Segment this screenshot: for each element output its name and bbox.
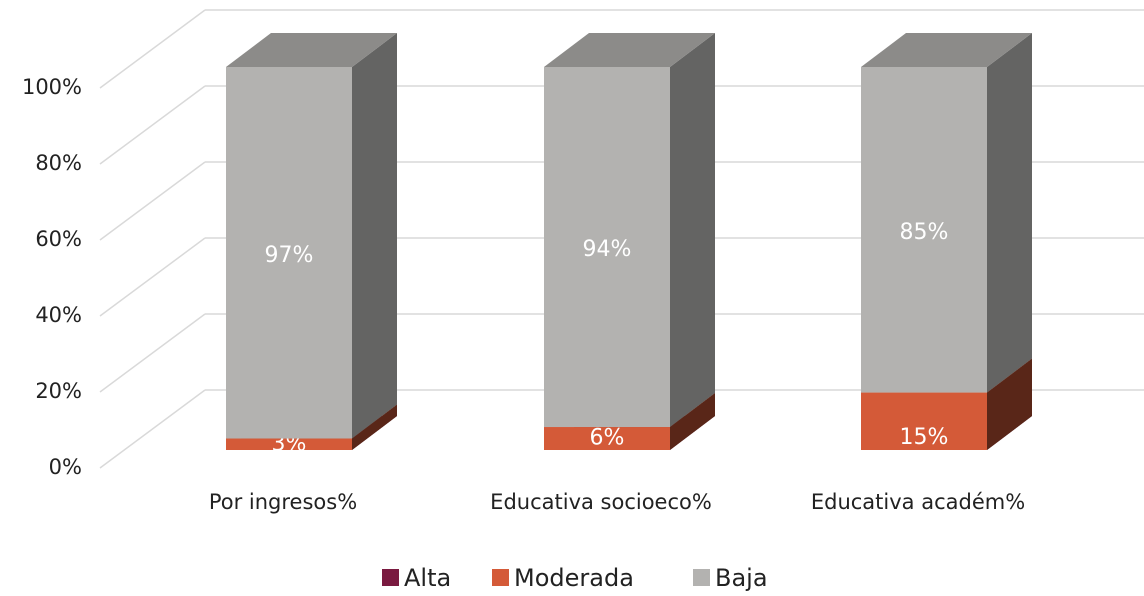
y-tick-label: 60% [35, 227, 82, 251]
legend-label: Alta [404, 564, 451, 592]
grid-line [99, 389, 206, 469]
bar-front [226, 67, 352, 439]
value-label: 97% [265, 243, 314, 268]
y-tick-label: 20% [35, 379, 82, 403]
value-label: 94% [583, 237, 632, 262]
x-tick-label: Educativa socioeco% [490, 490, 712, 514]
x-tick-label: Por ingresos% [209, 490, 357, 514]
bar-front [544, 427, 670, 450]
bar-side [987, 358, 1032, 450]
grid-line [99, 161, 206, 241]
legend-swatch [492, 569, 509, 586]
bar-side [352, 33, 397, 439]
value-label: 85% [900, 220, 949, 245]
bar-side [987, 33, 1032, 393]
bar-front [544, 67, 670, 428]
y-tick-label: 40% [35, 303, 82, 327]
bar-front [226, 438, 352, 450]
bar-side [670, 393, 715, 450]
y-tick-label: 0% [49, 455, 82, 479]
bar-front [861, 67, 987, 393]
y-tick-label: 100% [22, 75, 82, 99]
bar-side [352, 404, 397, 450]
bar-front [861, 392, 987, 450]
bar-top [226, 33, 397, 67]
value-label: 15% [900, 425, 949, 450]
legend-label: Baja [715, 564, 768, 592]
grid-line [99, 313, 206, 393]
bar-top [544, 33, 715, 67]
x-tick-label: Educativa académ% [811, 490, 1025, 514]
y-tick-label: 80% [35, 151, 82, 175]
grid-line [99, 9, 206, 89]
grid-line [99, 85, 206, 165]
legend-swatch [693, 569, 710, 586]
value-label: 6% [590, 426, 625, 451]
bar-top [861, 33, 1032, 67]
bar-side [670, 33, 715, 428]
grid-line [99, 237, 206, 317]
legend-swatch [382, 569, 399, 586]
legend-label: Moderada [514, 564, 634, 592]
